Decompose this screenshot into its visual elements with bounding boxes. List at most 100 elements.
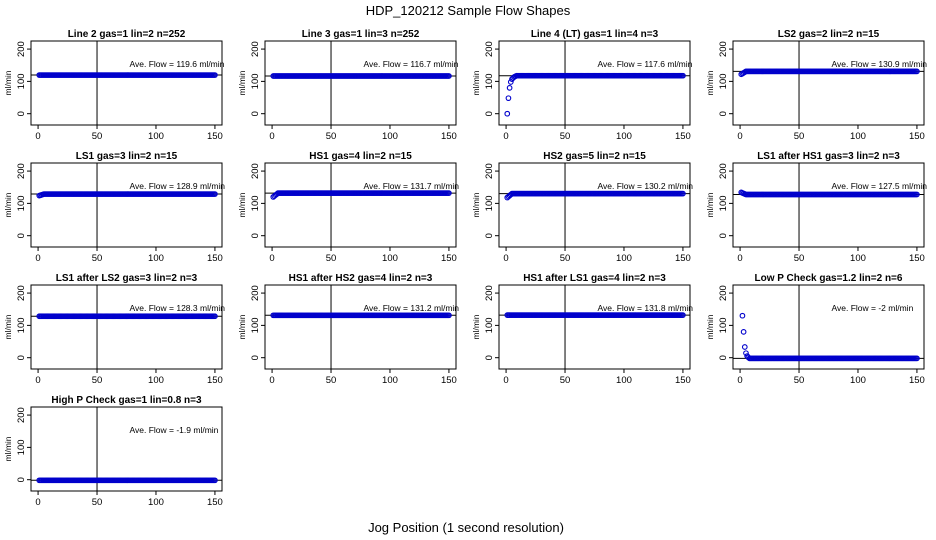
panel-title: Line 3 gas=1 lin=3 n=252 [302, 29, 420, 40]
data-points [739, 312, 920, 362]
y-tick-label: 0 [250, 111, 261, 116]
y-tick-label: 200 [16, 285, 27, 301]
data-points [270, 312, 452, 319]
x-tick-label: 50 [560, 253, 571, 264]
data-point [743, 350, 749, 357]
x-tick-label: 0 [35, 131, 40, 142]
plot-frame [264, 284, 457, 370]
panel-title: HS1 after LS1 gas=4 lin=2 n=3 [523, 273, 666, 284]
x-tick-label: 100 [382, 253, 398, 264]
y-axis-label: ml/min [3, 70, 13, 95]
chart-panel: LS1 after LS2 gas=3 lin=2 n=3 0 50 100 150 0 1… [3, 273, 225, 386]
data-point [914, 355, 920, 362]
x-tick-label: 50 [326, 131, 337, 142]
x-tick-label: 0 [737, 253, 742, 264]
data-point [741, 344, 748, 350]
x-tick-label: 50 [794, 253, 805, 264]
x-tick-label: 100 [382, 131, 398, 142]
x-tick-label: 150 [675, 131, 691, 142]
data-point [914, 191, 920, 198]
y-tick-label: 200 [718, 285, 729, 301]
data-points [36, 72, 218, 78]
x-tick-label: 0 [269, 253, 274, 264]
y-tick-label: 200 [718, 41, 729, 57]
chart-panel: Low P Check gas=1.2 lin=2 n=6 0 50 100 150 0 1… [705, 273, 925, 386]
chart-panel: Line 3 gas=1 lin=3 n=252 0 50 100 150 0 100 200… [237, 29, 459, 142]
x-tick-label: 150 [675, 253, 691, 264]
plot-frame [264, 162, 457, 248]
y-tick-label: 200 [484, 285, 495, 301]
plot-frame [732, 40, 925, 126]
panel-title: LS2 gas=2 lin=2 n=15 [778, 29, 880, 40]
x-tick-label: 150 [441, 253, 457, 264]
panel-title: LS1 gas=3 lin=2 n=15 [76, 151, 178, 162]
plot-frame [498, 40, 691, 126]
chart-panel: High P Check gas=1 lin=0.8 n=3 0 50 100 150 0… [3, 395, 223, 508]
panel-title: HS1 gas=4 lin=2 n=15 [309, 151, 412, 162]
average-flow-annotation: Ave. Flow = 131.2 ml/min [364, 303, 460, 313]
chart-panel: LS1 gas=3 lin=2 n=15 0 50 100 150 0 100 200 ml/m… [3, 151, 225, 264]
data-point [680, 312, 686, 318]
data-point [212, 313, 218, 320]
x-tick-label: 100 [148, 253, 164, 264]
y-tick-label: 0 [718, 111, 729, 116]
data-point [506, 84, 513, 91]
x-tick-label: 0 [35, 497, 40, 508]
y-axis-label: ml/min [3, 436, 13, 461]
y-axis-label: ml/min [3, 192, 13, 217]
y-tick-label: 100 [718, 73, 729, 89]
x-tick-label: 100 [616, 131, 632, 142]
chart-panel: Line 2 gas=1 lin=2 n=252 0 50 100 150 0 100 200… [3, 29, 225, 142]
y-tick-label: 100 [16, 317, 27, 333]
x-tick-label: 150 [441, 375, 457, 386]
data-point [740, 328, 747, 335]
y-tick-label: 200 [250, 41, 261, 57]
data-point [739, 312, 746, 319]
data-points [738, 68, 920, 78]
average-flow-annotation: Ave. Flow = -2 ml/min [832, 303, 914, 313]
y-tick-label: 100 [16, 73, 27, 89]
average-flow-annotation: Ave. Flow = 131.7 ml/min [364, 181, 460, 191]
y-tick-label: 0 [250, 233, 261, 238]
y-tick-label: 100 [250, 195, 261, 211]
x-tick-label: 0 [737, 131, 742, 142]
y-tick-label: 200 [250, 163, 261, 179]
data-point [680, 190, 686, 197]
y-tick-label: 0 [484, 355, 495, 360]
x-tick-label: 100 [148, 375, 164, 386]
data-points [504, 190, 686, 201]
data-points [270, 190, 452, 200]
data-point [505, 95, 512, 102]
x-tick-label: 50 [326, 375, 337, 386]
x-tick-label: 150 [207, 253, 223, 264]
plot-frame [732, 162, 925, 248]
y-tick-label: 0 [16, 111, 27, 116]
x-tick-label: 50 [92, 253, 103, 264]
y-tick-label: 200 [484, 41, 495, 57]
x-tick-label: 0 [269, 131, 274, 142]
y-tick-label: 200 [16, 163, 27, 179]
average-flow-annotation: Ave. Flow = 128.9 ml/min [130, 181, 226, 191]
x-tick-label: 150 [675, 375, 691, 386]
chart-panel: Line 4 (LT) gas=1 lin=4 n=3 0 50 100 150 0 100… [471, 29, 693, 142]
data-point [507, 79, 514, 85]
y-axis-label: ml/min [237, 70, 247, 95]
x-tick-label: 0 [503, 375, 508, 386]
plot-frame [30, 40, 223, 126]
y-axis-label: ml/min [471, 314, 481, 339]
average-flow-annotation: Ave. Flow = 128.3 ml/min [130, 303, 226, 313]
chart-panel: LS1 after HS1 gas=3 lin=2 n=3 0 50 100 150 0 1… [705, 151, 927, 264]
y-tick-label: 100 [16, 195, 27, 211]
x-tick-label: 0 [503, 253, 508, 264]
y-tick-label: 0 [16, 233, 27, 238]
data-points [738, 189, 920, 198]
y-tick-label: 200 [250, 285, 261, 301]
chart-panel: LS2 gas=2 lin=2 n=15 0 50 100 150 0 100 200 ml/m… [705, 29, 927, 142]
data-points [270, 73, 452, 79]
data-point [446, 312, 452, 319]
y-axis-label: ml/min [237, 314, 247, 339]
x-tick-label: 150 [207, 131, 223, 142]
data-point [504, 110, 511, 117]
x-tick-label: 150 [909, 253, 925, 264]
x-tick-label: 100 [148, 497, 164, 508]
